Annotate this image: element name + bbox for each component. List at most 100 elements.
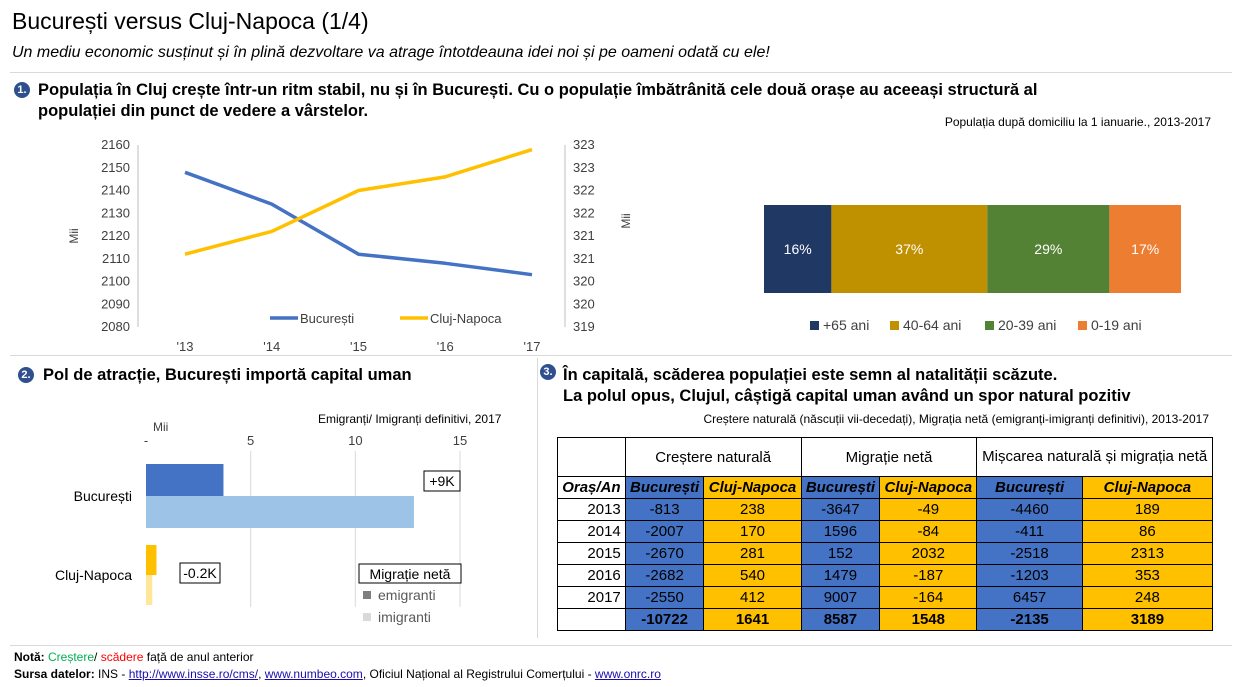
table-row: 2013 -813 238 -3647 -49 -4460 189 <box>557 498 1214 521</box>
divider-bottom <box>10 645 1232 646</box>
section1-heading: Populația în Cluj crește într-un ritm st… <box>38 80 1218 122</box>
legend-label: imigranti <box>378 609 431 625</box>
footer-sources: Sursa datelor: INS - http://www.insse.ro… <box>14 667 661 681</box>
table-cell: 281 <box>703 542 802 565</box>
section2-chart-note: Emigranți/ Imigranți definitivi, 2017 <box>318 412 502 426</box>
y-tick-right: 321 <box>573 228 595 243</box>
year-cell: 2016 <box>557 564 626 587</box>
table-cell: 189 <box>1081 498 1214 521</box>
y-tick-left: 2080 <box>101 319 130 334</box>
table-cell: -164 <box>879 586 978 609</box>
table-row: 2015 -2670 281 152 2032 -2518 2313 <box>557 542 1214 565</box>
total-cell: 3189 <box>1081 608 1214 631</box>
table-row: 2014 -2007 170 1596 -84 -411 86 <box>557 520 1214 543</box>
total-label-cell <box>557 608 626 631</box>
net-label-box <box>423 470 461 492</box>
bar-emigranti <box>146 545 157 575</box>
section1-heading-line1: Populația în Cluj crește într-un ritm st… <box>38 81 1038 99</box>
section2-heading: Pol de atracție, București importă capit… <box>43 366 412 384</box>
series-line <box>184 147 533 256</box>
sources-sep: , <box>258 667 265 681</box>
series-line <box>184 170 533 277</box>
col-header: București <box>976 476 1083 499</box>
table-cell: 86 <box>1081 520 1214 543</box>
stack-segment <box>987 205 1110 293</box>
y-tick-left: 2120 <box>101 228 130 243</box>
table-group-header-row: Creștere naturală Migrație netă Mișcarea… <box>557 437 1213 477</box>
y-tick-right: 323 <box>573 160 595 175</box>
divider-vertical <box>537 358 538 638</box>
x-tick-label: '15 <box>350 339 367 354</box>
x-tick-label: '13 <box>177 339 194 354</box>
legend-swatch <box>810 321 819 330</box>
bar-imigranti <box>146 496 414 528</box>
section2-badge: 2. <box>18 367 34 383</box>
y-axis-label-right: Mii <box>619 213 633 228</box>
bar-imigranti <box>146 575 153 605</box>
total-cell: -2135 <box>976 608 1083 631</box>
population-line-chart: 2080 2090 2100 2110 2120 2130 2140 2150 2160 319 3… <box>67 137 633 354</box>
table-cell: 238 <box>703 498 802 521</box>
segment-label: 17% <box>1131 241 1159 257</box>
divider-top <box>10 72 1232 73</box>
y-tick-left: 2130 <box>101 205 130 220</box>
source-link-onrc[interactable]: www.onrc.ro <box>594 667 661 681</box>
year-cell: 2014 <box>557 520 626 543</box>
section3-badge: 3. <box>540 364 556 380</box>
group-header-total: Mișcarea naturală și migrația netă <box>976 437 1213 477</box>
total-cell: -10722 <box>624 608 705 631</box>
y-tick-right: 319 <box>573 319 595 334</box>
y-tick-right: 320 <box>573 296 595 311</box>
table-cell: 2032 <box>879 542 978 565</box>
section1-source-note: Populația după domiciliu la 1 ianuarie.,… <box>944 115 1211 129</box>
table-cell: 540 <box>703 564 802 587</box>
total-cell: 8587 <box>800 608 881 631</box>
table-cell: 1479 <box>800 564 881 587</box>
table-cell: -84 <box>879 520 978 543</box>
x-tick-label: 15 <box>453 433 467 448</box>
table-cell: 6457 <box>976 586 1083 609</box>
total-cell: 1641 <box>703 608 802 631</box>
table-cell: -4460 <box>976 498 1083 521</box>
table-total-row: -10722 1641 8587 1548 -2135 3189 <box>557 608 1214 631</box>
note-rest: față de anul anterior <box>146 650 254 664</box>
table-cell: 170 <box>703 520 802 543</box>
col-header: Cluj-Napoca <box>1081 476 1214 499</box>
legend-label: București <box>300 311 354 326</box>
legend-label: 40-64 ani <box>903 317 961 333</box>
legend-title-box <box>358 563 462 584</box>
x-tick-label: '14 <box>263 339 280 354</box>
legend-swatch <box>890 321 899 330</box>
source-link-insse[interactable]: http://www.insse.ro/cms/ <box>128 667 259 681</box>
y-tick-right: 320 <box>573 274 595 289</box>
segment-label: 37% <box>895 241 923 257</box>
source-link-numbeo[interactable]: www.numbeo.com <box>264 667 363 681</box>
sources-middle: , Oficiul Național al Registrului Comerț… <box>362 667 595 681</box>
stack-segment <box>1109 205 1181 293</box>
y-tick-left: 2100 <box>101 274 130 289</box>
row-header-label: Oraș/An <box>557 476 626 499</box>
x-tick-label: '16 <box>437 339 454 354</box>
table-cell: -1203 <box>976 564 1083 587</box>
table-row: 2016 -2682 540 1479 -187 -1203 353 <box>557 564 1214 587</box>
section1-badge: 1. <box>14 82 30 98</box>
note-label: Notă: <box>14 650 45 664</box>
segment-label: 29% <box>1034 241 1062 257</box>
y-tick-right: 322 <box>573 183 595 198</box>
y-tick-left: 2160 <box>101 137 130 152</box>
x-axis-unit: Mii <box>153 420 168 434</box>
x-tick-label: 5 <box>247 433 254 448</box>
section3-heading-line2: La polul opus, Clujul, câștigă capital u… <box>563 387 1131 405</box>
table-cell: -3647 <box>800 498 881 521</box>
group-header-migration: Migrație netă <box>800 437 978 477</box>
divider-middle <box>10 355 1232 356</box>
bar-emigranti <box>146 464 224 496</box>
section1-heading-line2: populației din punct de vedere a vârstel… <box>38 102 369 120</box>
note-separator: / <box>94 650 98 664</box>
col-header: Cluj-Napoca <box>879 476 978 499</box>
table-cell: -187 <box>879 564 978 587</box>
legend-label: +65 ani <box>823 317 869 333</box>
migration-bar-chart: Mii- 5 10 15 București Cluj-Napoca +9K -0.2K Mig… <box>55 420 467 625</box>
table-cell: 412 <box>703 586 802 609</box>
y-tick-right: 322 <box>573 205 595 220</box>
